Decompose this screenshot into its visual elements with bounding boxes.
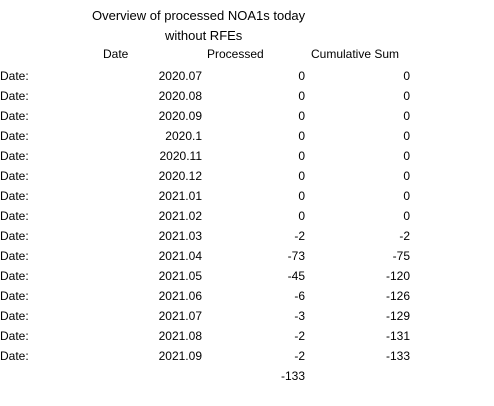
table-row: Date: 2020.11 0 0 — [0, 146, 494, 166]
table-row: Date: 2021.05 -45 -120 — [0, 266, 494, 286]
date-cell[interactable]: 2020.12 — [158, 169, 202, 183]
date-cell[interactable]: 2021.03 — [158, 229, 202, 243]
column-header-cumulative-sum[interactable]: Cumulative Sum — [311, 47, 400, 61]
cumulative-sum-cell[interactable]: 0 — [403, 69, 410, 83]
cumulative-sum-cell[interactable]: -120 — [385, 269, 410, 283]
processed-cell[interactable]: -73 — [287, 249, 305, 263]
table-row: Date: 2020.09 0 0 — [0, 106, 494, 126]
cumulative-sum-cell[interactable]: 0 — [403, 189, 410, 203]
processed-cell[interactable]: 0 — [298, 129, 305, 143]
processed-cell[interactable]: 0 — [298, 109, 305, 123]
row-label-cell[interactable]: Date: — [0, 109, 29, 123]
sheet-title[interactable]: Overview of processed NOA1s today — [92, 8, 306, 23]
processed-cell[interactable]: 0 — [298, 209, 305, 223]
cumulative-sum-cell[interactable]: -131 — [385, 329, 410, 343]
table-row: Date: 2021.06 -6 -126 — [0, 286, 494, 306]
row-label-cell[interactable]: Date: — [0, 249, 29, 263]
cumulative-sum-cell[interactable]: 0 — [403, 129, 410, 143]
date-cell[interactable]: 2020.08 — [158, 89, 202, 103]
sheet-subtitle[interactable]: without RFEs — [165, 28, 243, 43]
date-cell[interactable]: 2020.1 — [165, 129, 202, 143]
table-row: Date: 2021.09 -2 -133 — [0, 346, 494, 366]
processed-cell[interactable]: -2 — [294, 329, 305, 343]
row-label-cell[interactable]: Date: — [0, 149, 29, 163]
row-label-cell[interactable]: Date: — [0, 69, 29, 83]
cumulative-sum-cell[interactable]: -126 — [385, 289, 410, 303]
date-cell[interactable]: 2021.09 — [158, 349, 202, 363]
row-label-cell[interactable]: Date: — [0, 349, 29, 363]
cumulative-sum-cell[interactable]: -75 — [392, 249, 410, 263]
row-label-cell[interactable]: Date: — [0, 229, 29, 243]
table-row: Date: 2020.08 0 0 — [0, 86, 494, 106]
processed-cell[interactable]: 0 — [298, 149, 305, 163]
table-row: Date: 2021.08 -2 -131 — [0, 326, 494, 346]
date-cell[interactable]: 2020.09 — [158, 109, 202, 123]
processed-cell[interactable]: -3 — [294, 309, 305, 323]
row-label-cell[interactable]: Date: — [0, 289, 29, 303]
date-cell[interactable]: 2021.06 — [158, 289, 202, 303]
row-label-cell[interactable]: Date: — [0, 89, 29, 103]
cumulative-sum-cell[interactable]: 0 — [403, 209, 410, 223]
row-label-cell[interactable]: Date: — [0, 329, 29, 343]
cumulative-sum-cell[interactable]: 0 — [403, 169, 410, 183]
table-row: Date: 2021.01 0 0 — [0, 186, 494, 206]
total-processed-cell[interactable]: -133 — [280, 369, 305, 383]
date-cell[interactable]: 2021.08 — [158, 329, 202, 343]
column-header-processed[interactable]: Processed — [207, 47, 264, 61]
row-label-cell[interactable]: Date: — [0, 189, 29, 203]
table-row: Date: 2021.03 -2 -2 — [0, 226, 494, 246]
cumulative-sum-cell[interactable]: -133 — [385, 349, 410, 363]
date-cell[interactable]: 2021.07 — [158, 309, 202, 323]
row-label-cell[interactable]: Date: — [0, 209, 29, 223]
date-cell[interactable]: 2020.11 — [159, 149, 203, 163]
processed-cell[interactable]: 0 — [298, 89, 305, 103]
processed-cell[interactable]: -6 — [294, 289, 305, 303]
processed-cell[interactable]: 0 — [298, 189, 305, 203]
row-label-cell[interactable]: Date: — [0, 269, 29, 283]
processed-cell[interactable]: -45 — [287, 269, 305, 283]
row-label-cell[interactable]: Date: — [0, 169, 29, 183]
table-row: Date: 2021.02 0 0 — [0, 206, 494, 226]
processed-cell[interactable]: 0 — [298, 169, 305, 183]
table-row: Date: 2021.04 -73 -75 — [0, 246, 494, 266]
date-cell[interactable]: 2020.07 — [158, 69, 202, 83]
cumulative-sum-cell[interactable]: 0 — [403, 109, 410, 123]
cumulative-sum-cell[interactable]: 0 — [403, 89, 410, 103]
row-label-cell[interactable]: Date: — [0, 129, 29, 143]
processed-cell[interactable]: -2 — [294, 349, 305, 363]
date-cell[interactable]: 2021.02 — [158, 209, 202, 223]
cumulative-sum-cell[interactable]: -2 — [399, 229, 410, 243]
date-cell[interactable]: 2021.05 — [158, 269, 202, 283]
cumulative-sum-cell[interactable]: 0 — [403, 149, 410, 163]
processed-cell[interactable]: -2 — [294, 229, 305, 243]
table-row: Date: 2020.1 0 0 — [0, 126, 494, 146]
cumulative-sum-cell[interactable]: -129 — [385, 309, 410, 323]
date-cell[interactable]: 2021.01 — [158, 189, 202, 203]
table-row: Date: 2020.07 0 0 — [0, 66, 494, 86]
table-row: Date: 2021.07 -3 -129 — [0, 306, 494, 326]
row-label-cell[interactable]: Date: — [0, 309, 29, 323]
processed-cell[interactable]: 0 — [298, 69, 305, 83]
table-row: Date: 2020.12 0 0 — [0, 166, 494, 186]
date-cell[interactable]: 2021.04 — [158, 249, 202, 263]
column-header-date[interactable]: Date — [103, 47, 129, 61]
